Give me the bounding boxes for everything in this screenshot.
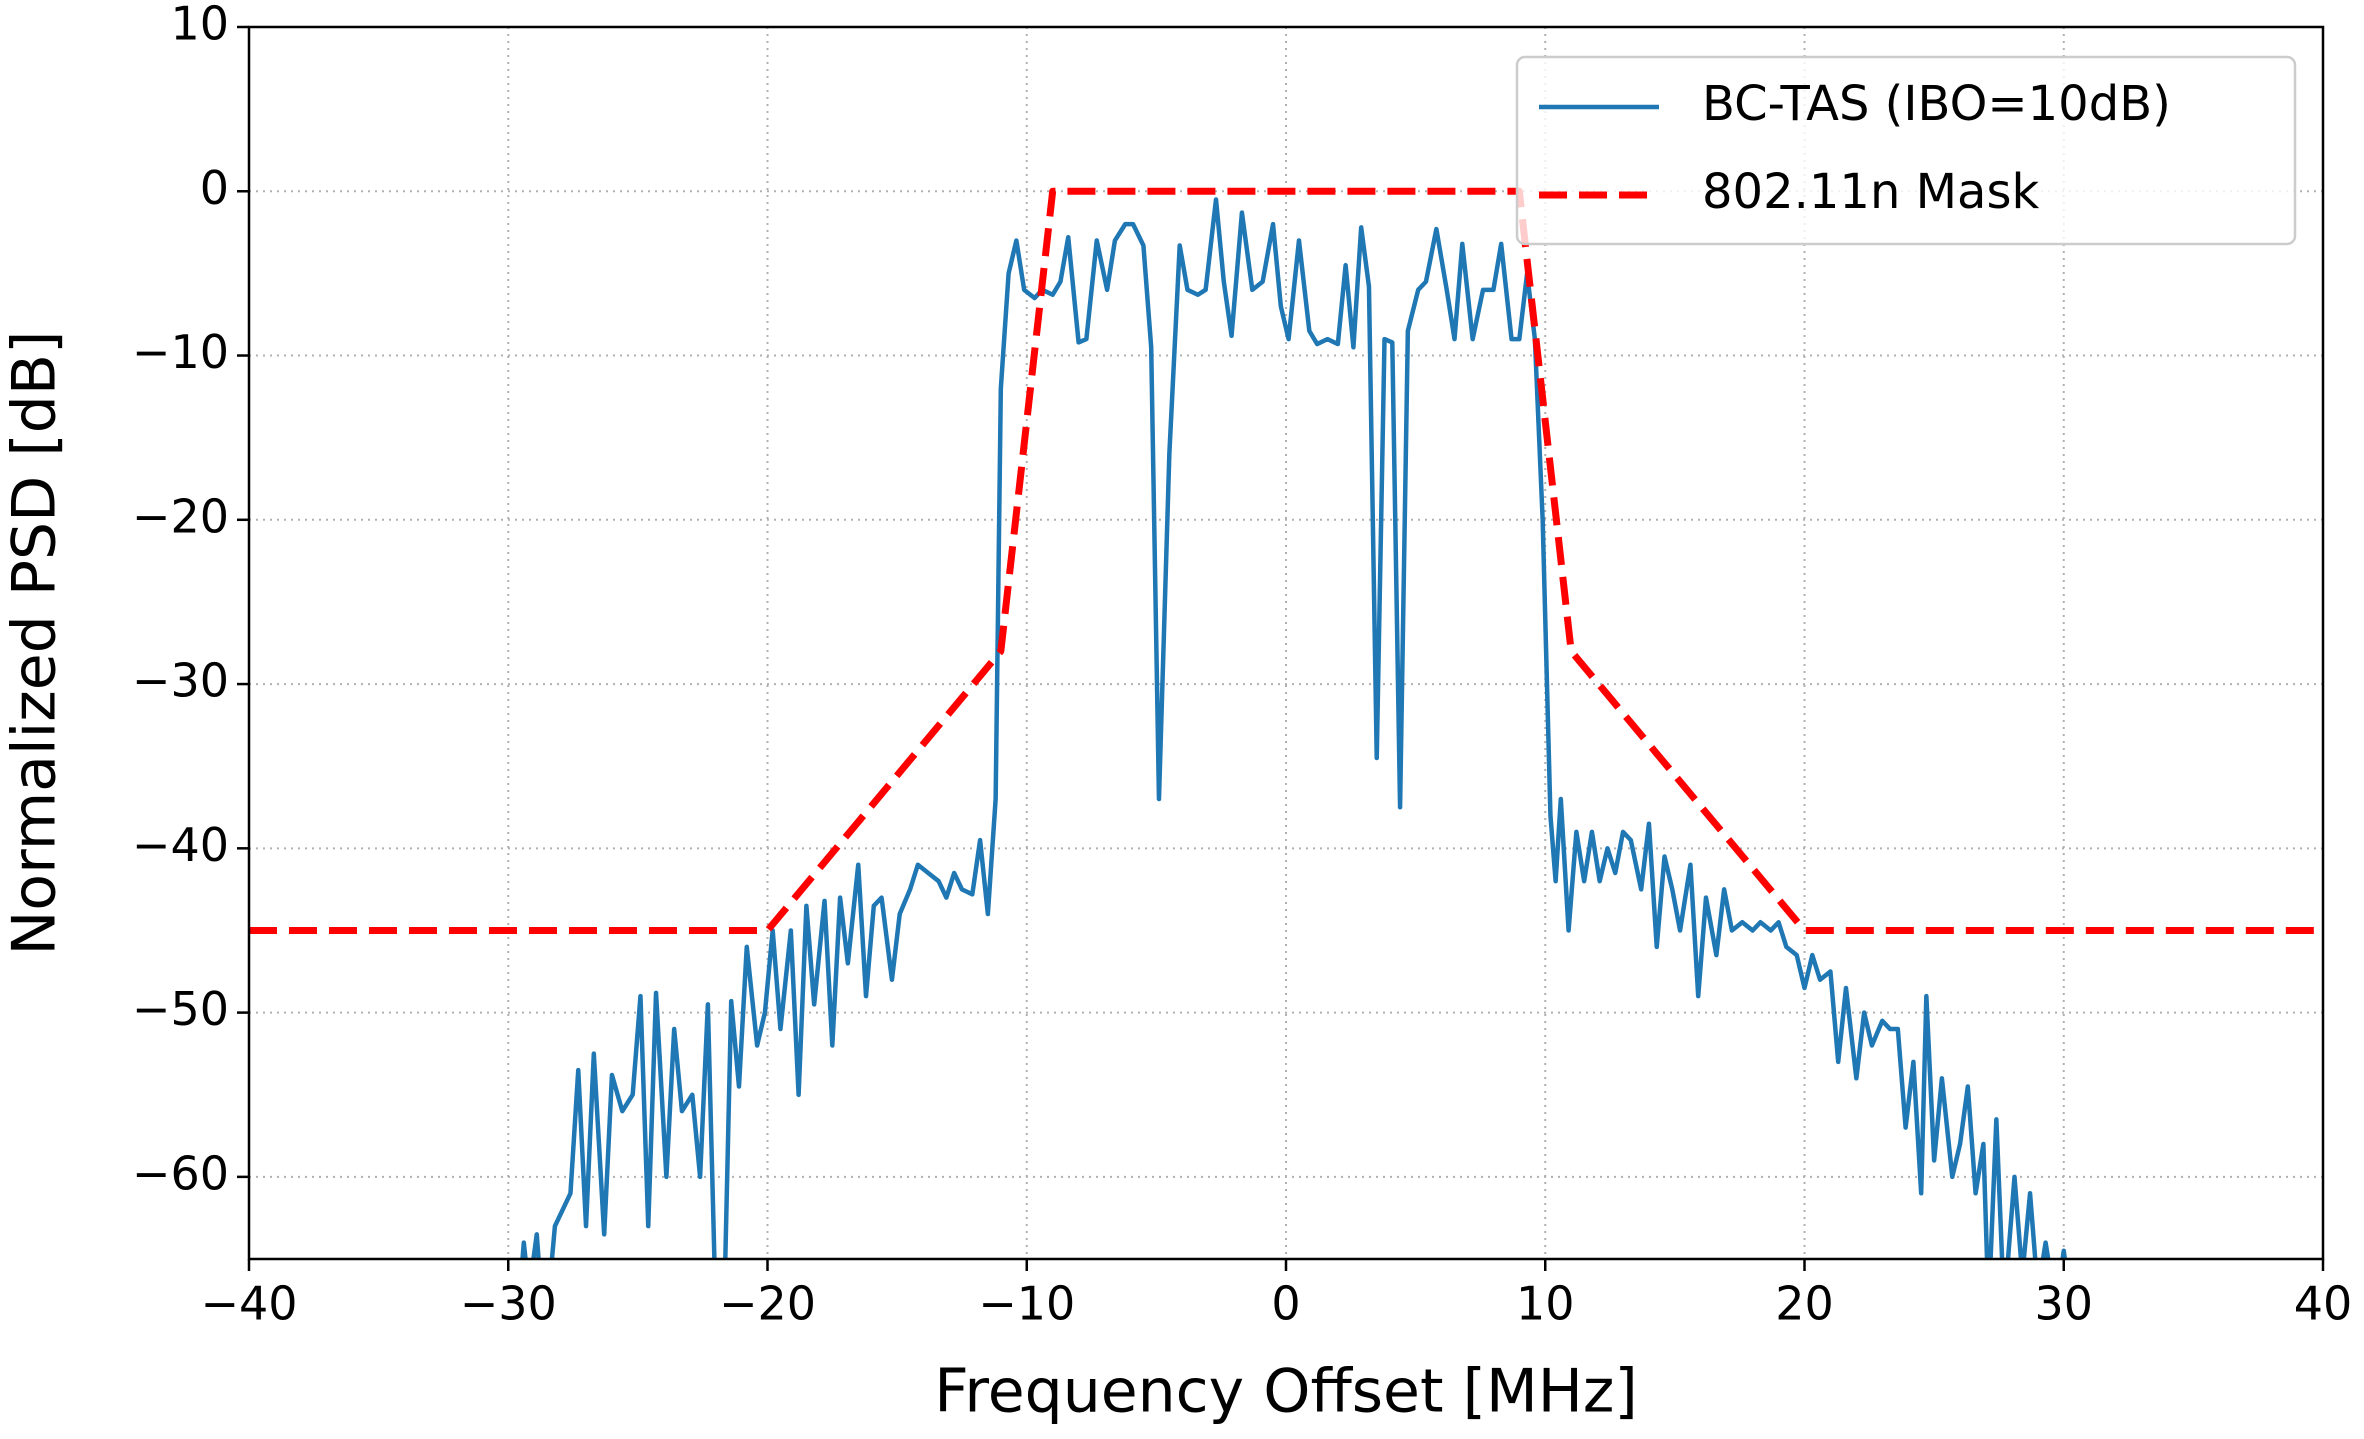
legend: BC-TAS (IBO=10dB) 802.11n Mask [1515, 55, 2297, 246]
legend-label: BC-TAS (IBO=10dB) [1702, 76, 2171, 132]
y-tick-label: −30 [132, 654, 229, 708]
legend-box [1515, 55, 2297, 246]
x-tick-label: 0 [1271, 1277, 1300, 1331]
x-tick-label: −10 [978, 1277, 1075, 1331]
y-tick-label: −10 [132, 325, 229, 379]
ticks: −40 −30 −20 −10 0 10 20 30 40 −60 −50 −40 −30 −20 −10 0… [132, 0, 2352, 1331]
y-tick-label: −20 [132, 489, 229, 543]
y-tick-label: −40 [132, 818, 229, 872]
y-tick-label: −50 [132, 982, 229, 1036]
y-axis-label: Normalized PSD [dB] [0, 331, 70, 956]
series-line [520, 197, 2068, 1259]
plot-area [249, 187, 2323, 1259]
x-tick-label: 40 [2294, 1277, 2353, 1331]
legend-label: 802.11n Mask [1702, 164, 2039, 220]
x-tick-label: 30 [2034, 1277, 2093, 1331]
y-tick-label: 0 [200, 161, 229, 215]
y-tick-label: 10 [170, 0, 229, 51]
x-tick-label: −30 [460, 1277, 557, 1331]
x-tick-label: 20 [1775, 1277, 1834, 1331]
series-line [249, 187, 2323, 934]
x-tick-label: −20 [719, 1277, 816, 1331]
x-tick-label: −40 [200, 1277, 297, 1331]
x-tick-label: 10 [1516, 1277, 1575, 1331]
y-tick-label: −60 [132, 1146, 229, 1200]
x-axis-label: Frequency Offset [MHz] [934, 1357, 1638, 1427]
